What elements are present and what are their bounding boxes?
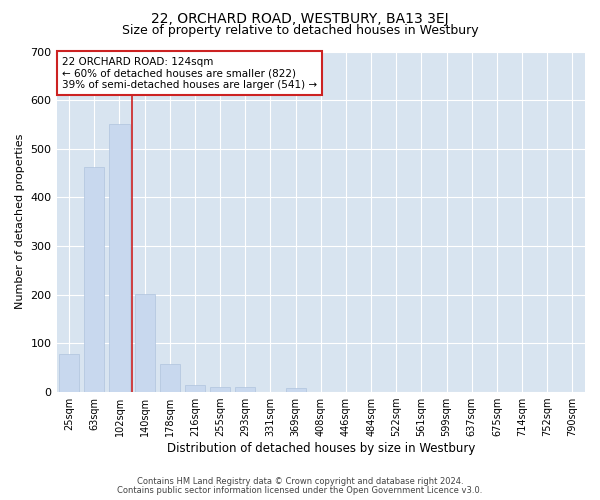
Bar [185,385,205,392]
Bar [286,388,305,392]
Text: Contains HM Land Registry data © Crown copyright and database right 2024.: Contains HM Land Registry data © Crown c… [137,477,463,486]
Bar [235,387,256,392]
Y-axis label: Number of detached properties: Number of detached properties [15,134,25,310]
Text: Contains public sector information licensed under the Open Government Licence v3: Contains public sector information licen… [118,486,482,495]
Bar [109,124,130,392]
Text: 22, ORCHARD ROAD, WESTBURY, BA13 3EJ: 22, ORCHARD ROAD, WESTBURY, BA13 3EJ [151,12,449,26]
Bar [160,364,180,392]
Bar [84,168,104,392]
X-axis label: Distribution of detached houses by size in Westbury: Distribution of detached houses by size … [167,442,475,455]
Bar [134,294,155,392]
Text: Size of property relative to detached houses in Westbury: Size of property relative to detached ho… [122,24,478,37]
Bar [210,387,230,392]
Bar [59,354,79,392]
Text: 22 ORCHARD ROAD: 124sqm
← 60% of detached houses are smaller (822)
39% of semi-d: 22 ORCHARD ROAD: 124sqm ← 60% of detache… [62,56,317,90]
